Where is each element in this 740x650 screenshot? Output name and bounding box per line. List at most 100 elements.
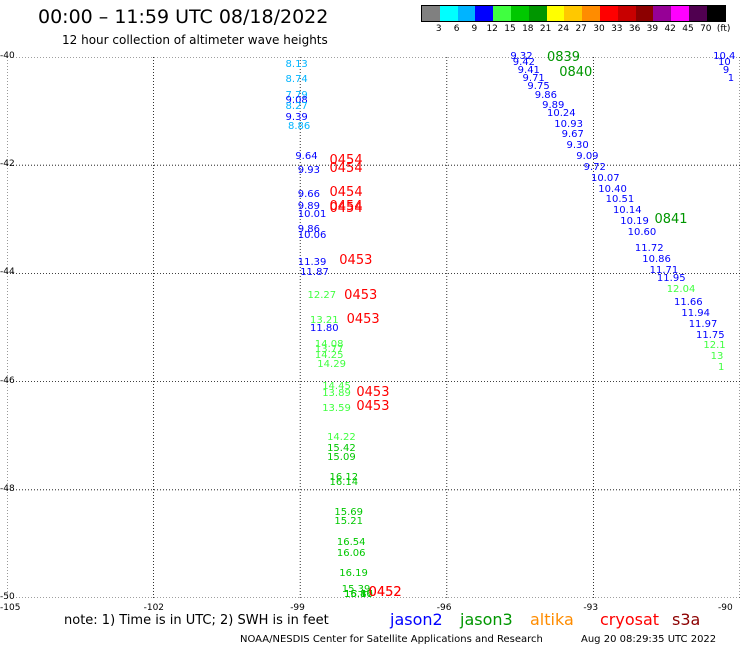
wave-height-point: 9.39	[285, 112, 308, 123]
wave-height-point: 13.59	[322, 403, 351, 414]
wave-height-point: 9.86	[297, 225, 321, 236]
lat-tick-label: -46	[0, 375, 15, 386]
pass-time-label: 0452	[368, 585, 402, 600]
page-subtitle: 12 hour collection of altimeter wave hei…	[62, 33, 328, 47]
wave-height-point: 9.89	[542, 100, 565, 111]
legend-swatch	[528, 6, 547, 21]
legend-swatch	[653, 6, 672, 21]
legend-label: 36	[628, 24, 641, 34]
wave-height-point: 9.09	[576, 152, 599, 163]
wave-height-point: 15.21	[334, 517, 364, 528]
wave-height-point: 10.86	[642, 254, 671, 265]
wave-height-point: 1	[727, 73, 735, 84]
pass-time-label: 0453	[346, 312, 380, 328]
map-plot-area	[7, 57, 740, 598]
legend-swatch	[706, 6, 725, 21]
wave-height-point: 16.86	[344, 590, 373, 600]
wave-height-point: 13.89	[322, 388, 351, 399]
wave-height-point: 10	[718, 58, 731, 69]
lon-tick-label: -93	[583, 603, 599, 613]
legend-label: 39	[646, 24, 659, 34]
lon-tick-label: -90	[718, 603, 733, 613]
wave-height-point: 9.86	[534, 90, 558, 101]
legend-label: 18	[522, 24, 534, 34]
wave-height-point: 14.29	[317, 360, 346, 371]
legend-labels: 3 6 9 12 15 18 21 24 27 30 33 36 39 42 45 70 (ft)	[421, 22, 730, 36]
wave-height-point: 10.60	[627, 227, 657, 238]
legend-swatch	[475, 6, 494, 21]
lon-tick-label: -105	[0, 603, 21, 613]
wave-height-point: 16.19	[339, 569, 368, 580]
wave-height-point: 9.75	[527, 81, 550, 92]
wave-height-point: 11.39	[297, 257, 327, 268]
wave-height-point: 9.32	[510, 52, 533, 62]
legend-swatch	[457, 6, 476, 21]
wave-height-point: 11.66	[674, 298, 703, 309]
legend-label: 33	[611, 24, 623, 34]
wave-height-point: 9.41	[517, 65, 540, 76]
legend-label: 30	[593, 24, 605, 34]
pass-time-label: 0840	[559, 64, 593, 80]
legend-label: 45	[682, 24, 694, 34]
legend-label: 24	[557, 24, 570, 34]
legend-swatch	[688, 6, 707, 21]
color-legend: 3 6 9 12 15 18 21 24 27 30 33 36 39 42 45 70 (ft)	[421, 5, 730, 36]
wave-height-point: 15.39	[341, 584, 371, 595]
wave-height-point: 16.54	[336, 537, 366, 548]
wave-height-point: 16.14	[329, 478, 359, 489]
satellite-name: jason2	[390, 610, 443, 629]
wave-height-point: 8.13	[285, 60, 308, 71]
legend-swatch	[564, 6, 583, 21]
wave-height-point: 16.06	[336, 548, 366, 559]
wave-height-point: 9.30	[566, 141, 589, 152]
wave-height-point: 15.42	[327, 444, 356, 455]
legend-swatch	[635, 6, 654, 21]
legend-swatch	[546, 6, 565, 21]
wave-height-point: 10.01	[297, 209, 327, 220]
wave-height-point: 11.87	[300, 268, 329, 279]
wave-height-point: 10.07	[590, 173, 620, 184]
satellite-name: altika	[530, 610, 574, 629]
legend-swatch	[493, 6, 511, 21]
wave-height-point: 15.10	[344, 590, 373, 600]
generated-timestamp: Aug 20 08:29:35 UTC 2022	[581, 634, 717, 645]
credit-text: NOAA/NESDIS Center for Satellite Applica…	[240, 634, 543, 645]
legend-label: 3	[435, 24, 442, 34]
wave-height-point: 9.89	[297, 202, 321, 213]
wave-height-point: 16.12	[329, 472, 359, 483]
legend-label: 9	[471, 24, 478, 34]
wave-height-point: 15.69	[334, 507, 364, 518]
wave-height-point: 1	[718, 363, 725, 374]
wave-height-point: 8.86	[287, 122, 311, 133]
legend-swatch	[510, 6, 529, 21]
wave-height-point: 13.21	[309, 316, 339, 326]
pass-time-label: 0454	[329, 198, 363, 214]
wave-height-point: 8.27	[285, 102, 308, 113]
wave-height-point: 10.19	[620, 217, 649, 227]
wave-height-point: 9.72	[583, 162, 606, 173]
wave-height-point: 10.4	[713, 52, 736, 62]
legend-label: 70	[700, 24, 712, 34]
lon-tick-label: -102	[143, 603, 165, 613]
wave-height-point: 10.14	[612, 206, 642, 217]
wave-height-point: 11.97	[688, 319, 718, 330]
wave-height-point: 14.25	[314, 350, 344, 361]
wave-height-point: 9.66	[297, 189, 321, 200]
legend-swatches	[421, 5, 726, 22]
wave-height-point: 11.72	[634, 244, 664, 255]
wave-height-point: 9.71	[522, 73, 545, 84]
legend-swatch	[599, 6, 618, 21]
pass-time-label: 0453	[344, 288, 378, 304]
legend-swatch	[582, 6, 600, 21]
pass-time-label: 0839	[546, 50, 581, 65]
wave-height-point: 11.95	[656, 273, 686, 284]
satellite-name: jason3	[460, 610, 513, 629]
pass-time-label: 0454	[329, 160, 363, 176]
pass-time-label: 0454	[329, 185, 363, 201]
legend-label: 21	[539, 24, 552, 34]
wave-height-point: 9.42	[512, 58, 536, 69]
wave-height-point: 11.94	[681, 308, 710, 319]
legend-label: 27	[575, 24, 587, 34]
wave-height-point: 14.08	[314, 339, 344, 350]
